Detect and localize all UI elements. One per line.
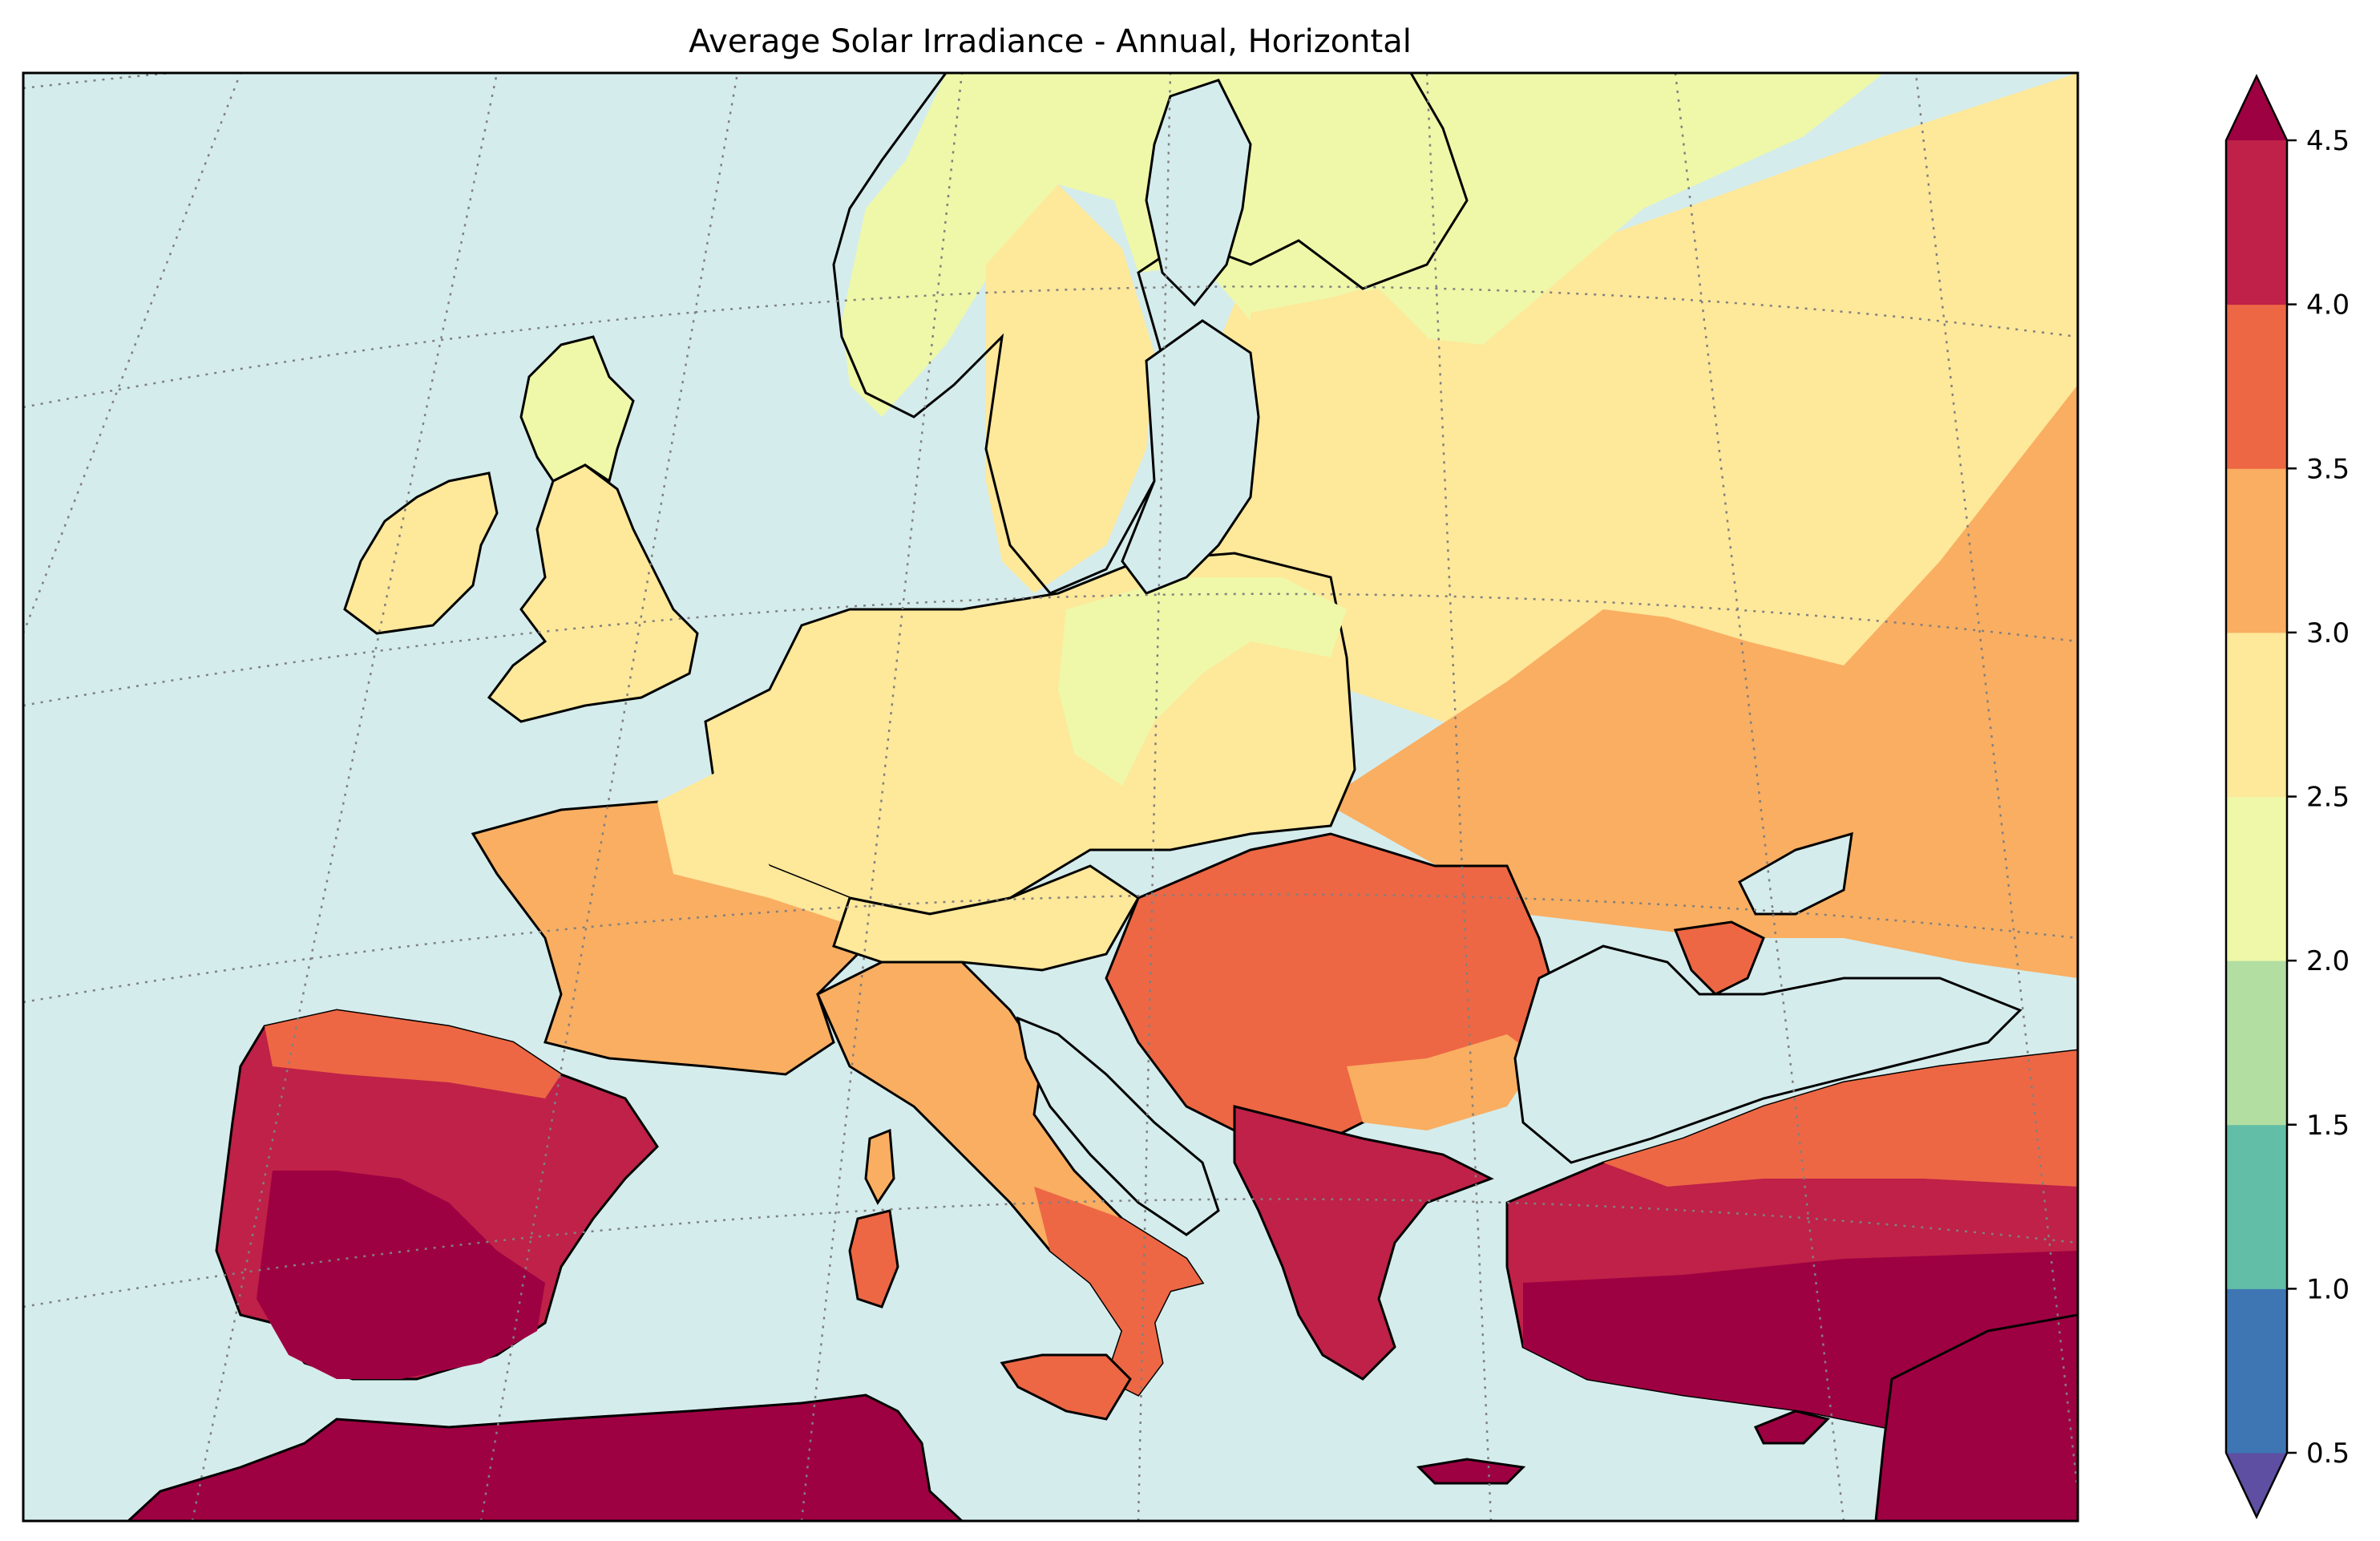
- region-bulgaria-patch: [1347, 1034, 1539, 1130]
- colorbar-band: [2226, 961, 2287, 1126]
- colorbar-tick-label: 2.5: [2306, 782, 2350, 814]
- colorbar-band: [2226, 468, 2287, 633]
- region-south-italy: [1034, 1187, 1202, 1395]
- baltic-sea: [1121, 319, 1260, 595]
- region-northern-scandinavia: [842, 73, 1884, 417]
- colorbar-band: [2226, 796, 2287, 961]
- sea-of-azov: [1738, 831, 1853, 916]
- region-crimea: [1673, 920, 1765, 996]
- region-scandinavia-outline: [832, 73, 1469, 595]
- map-frame: [22, 71, 2079, 1523]
- region-southern-sweden: [986, 184, 1154, 593]
- region-crete: [1416, 1458, 1526, 1485]
- region-turkey-north: [1603, 1050, 2078, 1187]
- colorbar-tick-label: 3.0: [2306, 617, 2350, 649]
- colorbar: 0.5 1.0 1.5 2.0 2.5 3.0 3.5 4.0 4.5: [2224, 74, 2350, 1519]
- region-sardinia: [848, 1209, 899, 1308]
- region-north-africa: [126, 1393, 964, 1521]
- colorbar-tick-label: 2.0: [2306, 945, 2350, 977]
- region-levant: [1874, 1313, 2078, 1521]
- region-alps: [832, 864, 1140, 972]
- region-iberia-north: [265, 1010, 561, 1098]
- colorbar-tick-label: 1.5: [2306, 1110, 2350, 1142]
- region-greece: [1233, 1105, 1494, 1381]
- colorbar-tick-label: 4.0: [2306, 289, 2350, 322]
- graticule: [23, 73, 2078, 1521]
- colorbar-band: [2226, 1288, 2287, 1454]
- colorbar-tick-label: 4.5: [2306, 125, 2350, 157]
- black-sea: [1513, 944, 2022, 1164]
- colorbar-tick-label: 3.5: [2306, 453, 2350, 485]
- colorbar-extend-max: [2226, 76, 2287, 140]
- colorbar-extend-min: [2226, 1453, 2287, 1517]
- map-title: Average Solar Irradiance - Annual, Horiz…: [689, 23, 1412, 60]
- region-poland-patch: [1058, 577, 1347, 786]
- region-cyprus: [1753, 1410, 1830, 1445]
- gulf-of-bothnia: [1145, 79, 1252, 307]
- region-ukraine: [1323, 385, 2078, 978]
- colorbar-band: [2226, 140, 2287, 305]
- colorbar-tick-label: 0.5: [2306, 1438, 2350, 1470]
- colorbar-band: [2226, 304, 2287, 469]
- region-iberia-south: [257, 1171, 545, 1379]
- region-england: [487, 463, 699, 723]
- region-france-north: [657, 770, 866, 930]
- region-sicily: [1000, 1353, 1132, 1421]
- colorbar-band: [2226, 632, 2287, 797]
- adriatic-sea: [1016, 1016, 1220, 1236]
- colorbar-tick-label: 1.0: [2306, 1273, 2350, 1305]
- region-baltics: [1251, 289, 1427, 545]
- region-ireland: [343, 471, 499, 635]
- region-corsica: [864, 1128, 895, 1205]
- map-panel: [23, 73, 2078, 1521]
- colorbar-band: [2226, 1124, 2287, 1289]
